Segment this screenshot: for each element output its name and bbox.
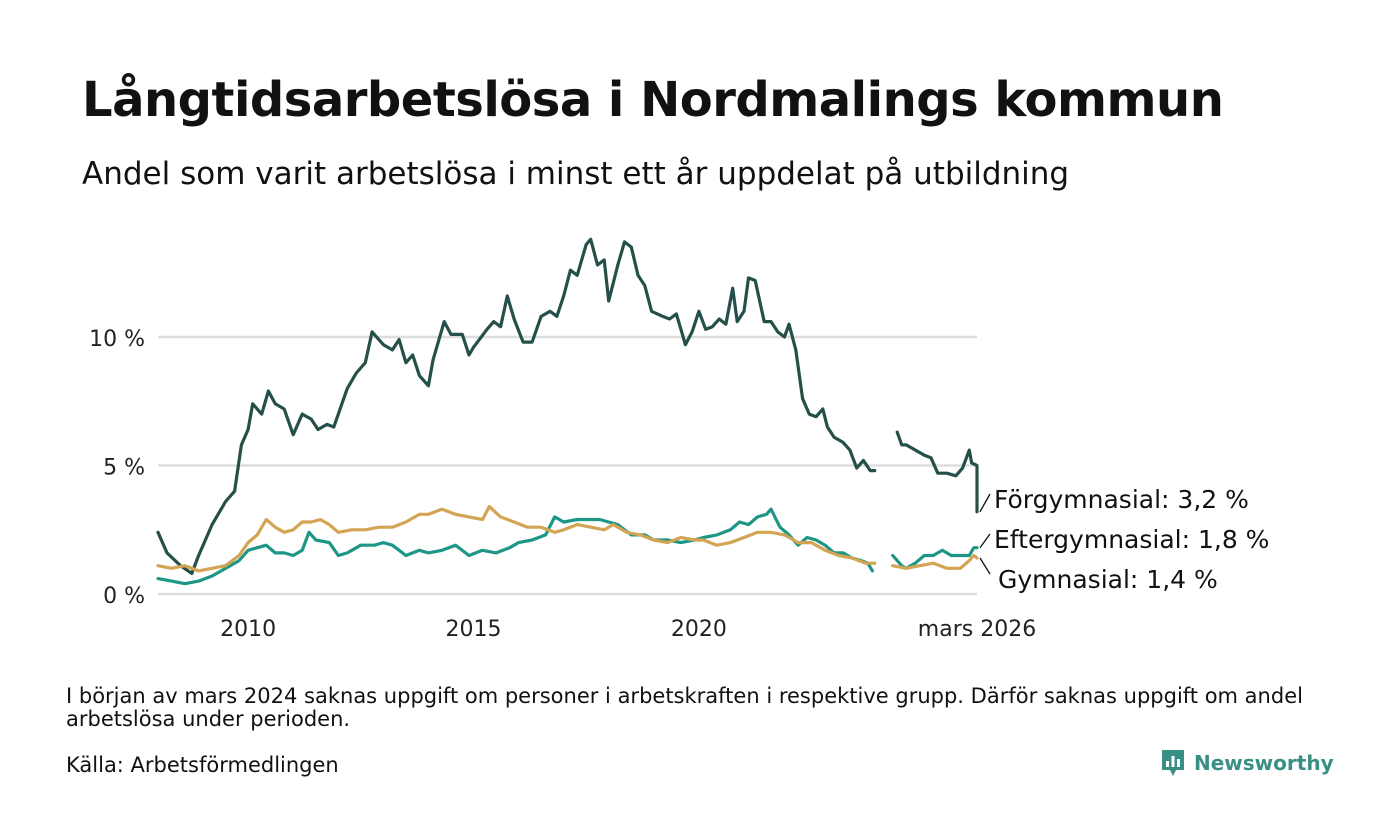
series-line-förgymnasial-1 (156, 237, 877, 575)
series-end-labels: Förgymnasial: 3,2 % Eftergymnasial: 1,8 %… (979, 485, 1269, 594)
series-line-gymnasial-1 (156, 505, 877, 573)
source-text: Källa: Arbetsförmedlingen (66, 753, 339, 777)
label-connector (979, 493, 991, 513)
end-label-förgymnasial: Förgymnasial: 3,2 % (994, 485, 1249, 514)
y-tick-label: 0 % (103, 584, 145, 609)
x-tick-label: mars 2026 (918, 617, 1036, 642)
x-tick-label: 2020 (671, 617, 727, 642)
newsworthy-logo[interactable]: Newsworthy (1160, 748, 1334, 778)
x-tick-label: 2010 (220, 617, 276, 642)
chart-title: Långtidsarbetslösa i Nordmalings kommun (82, 72, 1224, 128)
y-tick-label: 5 % (103, 456, 145, 481)
y-tick-label: 10 % (89, 327, 145, 352)
end-label-eftergymnasial: Eftergymnasial: 1,8 % (994, 525, 1269, 554)
grid-lines (158, 335, 977, 596)
label-connector (979, 557, 991, 575)
label-connector (979, 533, 991, 549)
x-axis-labels: 2010 2015 2020 mars 2026 (220, 617, 1036, 642)
chart-subtitle: Andel som varit arbetslösa i minst ett å… (82, 156, 1070, 192)
bar-chart-icon (1162, 750, 1184, 776)
series-line-gymnasial-2 (891, 553, 979, 570)
y-axis-labels: 0 % 5 % 10 % (89, 327, 145, 609)
x-tick-label: 2015 (446, 617, 502, 642)
end-label-gymnasial: Gymnasial: 1,4 % (998, 565, 1218, 594)
series-lines (156, 237, 979, 586)
brand-name: Newsworthy (1194, 751, 1334, 775)
series-line-förgymnasial-2 (895, 430, 979, 514)
series-line-eftergymnasial-1 (156, 507, 874, 586)
footnote: I början av mars 2024 saknas uppgift om … (66, 684, 1303, 731)
series-line-eftergymnasial-2 (891, 546, 979, 570)
